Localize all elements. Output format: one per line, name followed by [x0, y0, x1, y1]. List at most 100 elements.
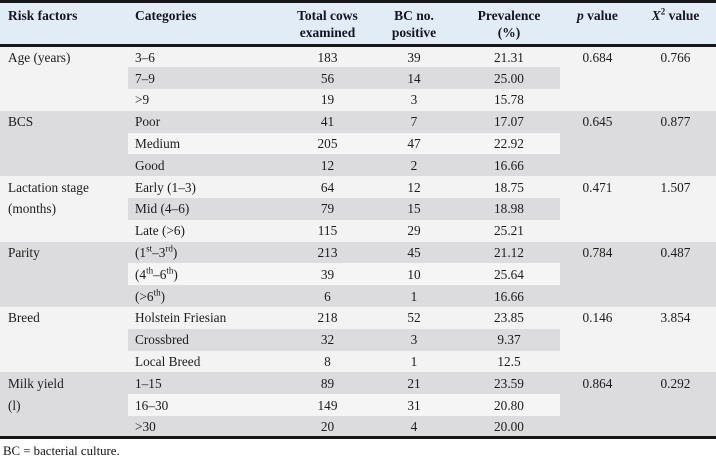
table-row: (4th–6th) 39 10 25.64 — [0, 263, 716, 286]
risk-factor-cell — [0, 416, 128, 438]
risk-factor-cell: Lactation stage — [0, 176, 128, 199]
chi-square-cell — [635, 328, 716, 351]
total-examined-cell: 115 — [285, 219, 370, 242]
category-cell: Medium — [128, 132, 285, 155]
prevalence-cell: 21.31 — [458, 45, 560, 68]
prevalence-cell: 20.80 — [458, 394, 560, 417]
prevalence-cell: 16.66 — [458, 154, 560, 177]
bc-positive-cell: 14 — [370, 67, 458, 90]
bc-positive-cell: 47 — [370, 132, 458, 155]
risk-factor-cell — [0, 328, 128, 351]
total-examined-cell: 79 — [285, 198, 370, 220]
risk-factor-cell — [0, 219, 128, 242]
p-value-cell — [560, 198, 635, 220]
prevalence-cell: 23.59 — [458, 372, 560, 395]
total-examined-cell: 64 — [285, 176, 370, 199]
risk-factors-table: Risk factors Categories Total cows examined… — [0, 0, 716, 440]
risk-factor-cell: (l) — [0, 394, 128, 417]
bc-positive-cell: 52 — [370, 307, 458, 329]
category-cell: 1–15 — [128, 372, 285, 395]
column-header: Total cows examined — [285, 1, 370, 47]
p-value-cell: 0.684 — [560, 45, 635, 68]
category-cell: (4th–6th) — [128, 263, 285, 286]
p-value-cell — [560, 154, 635, 177]
risk-factor-cell — [0, 263, 128, 286]
total-examined-cell: 39 — [285, 263, 370, 286]
p-value-cell — [560, 350, 635, 373]
chi-square-cell — [635, 89, 716, 111]
table-row: >30 20 4 20.00 — [0, 416, 716, 438]
prevalence-cell: 23.85 — [458, 307, 560, 329]
bc-positive-cell: 7 — [370, 110, 458, 133]
chi-square-cell — [635, 263, 716, 286]
column-header: Categories — [128, 1, 285, 47]
p-value-cell — [560, 263, 635, 286]
prevalence-cell: 20.00 — [458, 416, 560, 438]
category-cell: Poor — [128, 110, 285, 133]
prevalence-cell: 25.21 — [458, 219, 560, 242]
chi-square-cell: 3.854 — [635, 307, 716, 329]
bc-positive-cell: 1 — [370, 285, 458, 308]
risk-factor-cell: Milk yield — [0, 372, 128, 395]
bc-positive-cell: 39 — [370, 45, 458, 68]
table-row: Breed Holstein Friesian 218 52 23.85 0.146 3.8… — [0, 307, 716, 329]
bc-positive-cell: 4 — [370, 416, 458, 438]
chi-square-cell — [635, 416, 716, 438]
category-cell: 16–30 — [128, 394, 285, 417]
chi-square-cell: 1.507 — [635, 176, 716, 199]
chi-square-cell: 0.766 — [635, 45, 716, 68]
p-value-cell: 0.864 — [560, 372, 635, 395]
table-row: Local Breed 8 1 12.5 — [0, 350, 716, 373]
chi-square-cell — [635, 394, 716, 417]
risk-factor-cell — [0, 285, 128, 308]
bc-positive-cell: 3 — [370, 89, 458, 111]
category-cell: 7–9 — [128, 67, 285, 90]
category-cell: Early (1–3) — [128, 176, 285, 199]
p-value-cell — [560, 132, 635, 155]
table-row: Age (years) 3–6 183 39 21.31 0.684 0.766 — [0, 45, 716, 68]
prevalence-cell: 18.98 — [458, 198, 560, 220]
bc-positive-cell: 12 — [370, 176, 458, 199]
total-examined-cell: 205 — [285, 132, 370, 155]
category-cell: Local Breed — [128, 350, 285, 373]
prevalence-cell: 25.64 — [458, 263, 560, 286]
prevalence-cell: 16.66 — [458, 285, 560, 308]
bc-positive-cell: 15 — [370, 198, 458, 220]
column-header: X2 value — [635, 1, 716, 47]
table-row: Crossbred 32 3 9.37 — [0, 328, 716, 351]
risk-factor-cell — [0, 132, 128, 155]
total-examined-cell: 12 — [285, 154, 370, 177]
total-examined-cell: 32 — [285, 328, 370, 351]
table-row: (months) Mid (4–6) 79 15 18.98 — [0, 198, 716, 220]
chi-square-cell — [635, 285, 716, 308]
chi-square-cell — [635, 154, 716, 177]
bc-positive-cell: 21 — [370, 372, 458, 395]
chi-square-cell — [635, 198, 716, 220]
total-examined-cell: 183 — [285, 45, 370, 68]
bc-positive-cell: 10 — [370, 263, 458, 286]
bc-positive-cell: 29 — [370, 219, 458, 242]
column-header: BC no. positive — [370, 1, 458, 47]
bc-positive-cell: 31 — [370, 394, 458, 417]
total-examined-cell: 41 — [285, 110, 370, 133]
p-value-cell — [560, 219, 635, 242]
p-value-cell: 0.471 — [560, 176, 635, 199]
table-row: Lactation stage Early (1–3) 64 12 18.75 0.471… — [0, 176, 716, 199]
risk-factor-cell — [0, 154, 128, 177]
table-header: Risk factors Categories Total cows examined… — [0, 1, 716, 47]
risk-factor-cell: BCS — [0, 110, 128, 133]
p-value-cell: 0.784 — [560, 241, 635, 264]
category-cell: Holstein Friesian — [128, 307, 285, 329]
chi-square-cell: 0.487 — [635, 241, 716, 264]
risk-factor-cell: Parity — [0, 241, 128, 264]
total-examined-cell: 20 — [285, 416, 370, 438]
chi-square-cell — [635, 219, 716, 242]
bc-positive-cell: 2 — [370, 154, 458, 177]
p-value-cell — [560, 416, 635, 438]
prevalence-cell: 18.75 — [458, 176, 560, 199]
total-examined-cell: 19 — [285, 89, 370, 111]
category-cell: Good — [128, 154, 285, 177]
risk-factor-cell: Breed — [0, 307, 128, 329]
prevalence-cell: 21.12 — [458, 241, 560, 264]
category-cell: Late (>6) — [128, 219, 285, 242]
